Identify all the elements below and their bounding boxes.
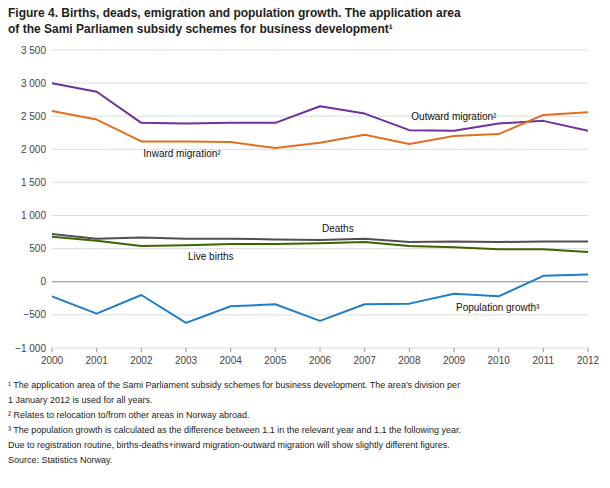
x-tick <box>96 348 97 352</box>
y-tick-label: 2 000 <box>21 144 46 155</box>
footnote: 1 January 2012 is used for all years. <box>8 395 153 405</box>
chart: Figure 4. Births, deads, emigration and … <box>0 0 610 488</box>
footnote: Due to registration routine, births-deat… <box>8 440 450 450</box>
x-tick <box>52 348 53 352</box>
series-label: Inward migration² <box>143 148 221 159</box>
x-axis: 2000 2001 2002 2003 2004 2005 2006 2007 2008 2009… <box>41 348 600 366</box>
grid-line <box>52 83 588 84</box>
x-tick-label: 2011 <box>533 355 555 366</box>
y-tick-label: 2 500 <box>21 111 46 122</box>
x-tick <box>275 348 276 352</box>
lines <box>52 83 588 323</box>
grid-line <box>52 281 588 282</box>
x-tick-label: 2001 <box>86 355 109 366</box>
series-line <box>52 83 588 131</box>
grid-line <box>52 149 588 150</box>
y-tick-label: 1 500 <box>21 177 46 188</box>
x-tick-label: 2003 <box>175 355 198 366</box>
grid-line <box>52 50 588 51</box>
footnote: ¹ The application area of the Sami Parli… <box>8 380 460 390</box>
x-tick-label: 2012 <box>577 355 600 366</box>
y-tick-label: −500 <box>23 309 46 320</box>
x-tick-label: 2008 <box>398 355 421 366</box>
y-tick-label: 0 <box>40 276 46 287</box>
grid-line <box>52 314 588 315</box>
x-tick-label: 2002 <box>130 355 153 366</box>
footnotes: ¹ The application area of the Sami Parli… <box>8 380 461 465</box>
x-tick <box>498 348 499 352</box>
y-tick-label: 500 <box>29 243 46 254</box>
footnote: ² Relates to relocation to/from other ar… <box>8 410 250 420</box>
x-tick-label: 2010 <box>488 355 511 366</box>
series-label: Live births <box>188 251 234 262</box>
y-tick-label: 3 500 <box>21 45 46 56</box>
y-tick-label: 1 000 <box>21 210 46 221</box>
x-tick <box>543 348 544 352</box>
y-tick-label: 3 000 <box>21 78 46 89</box>
x-tick-label: 2000 <box>41 355 64 366</box>
footnote: ³ The population growth is calculated as… <box>8 425 461 435</box>
x-tick <box>230 348 231 352</box>
series-line <box>52 234 588 242</box>
title: Figure 4. Births, deads, emigration and … <box>8 6 461 20</box>
y-axis: −1 000 −500 0 500 1 000 1 500 2 000 2 500 3 000 3… <box>15 45 588 354</box>
background <box>0 0 610 488</box>
x-tick <box>588 348 589 352</box>
grid-line <box>52 215 588 216</box>
x-tick <box>364 348 365 352</box>
series-label: Deaths <box>322 223 354 234</box>
series-label: Population growth³ <box>456 302 540 313</box>
series-labels: Outward migration² Inward migration² Death… <box>143 111 540 313</box>
x-tick-label: 2006 <box>309 355 332 366</box>
series-label: Outward migration² <box>411 111 497 122</box>
series-line <box>52 237 588 252</box>
y-tick-label: −1 000 <box>15 343 46 354</box>
x-tick <box>409 348 410 352</box>
grid-line <box>52 182 588 183</box>
x-tick <box>141 348 142 352</box>
x-tick <box>454 348 455 352</box>
x-tick-label: 2009 <box>443 355 466 366</box>
title: of the Sami Parliamen subsidy schemes fo… <box>8 22 393 36</box>
x-tick-label: 2005 <box>264 355 287 366</box>
series-line <box>52 111 588 148</box>
x-tick <box>320 348 321 352</box>
series-line <box>52 274 588 322</box>
x-tick-label: 2007 <box>354 355 377 366</box>
x-tick <box>186 348 187 352</box>
x-tick-label: 2004 <box>220 355 243 366</box>
footnote: Source: Statistics Norway. <box>8 455 112 465</box>
